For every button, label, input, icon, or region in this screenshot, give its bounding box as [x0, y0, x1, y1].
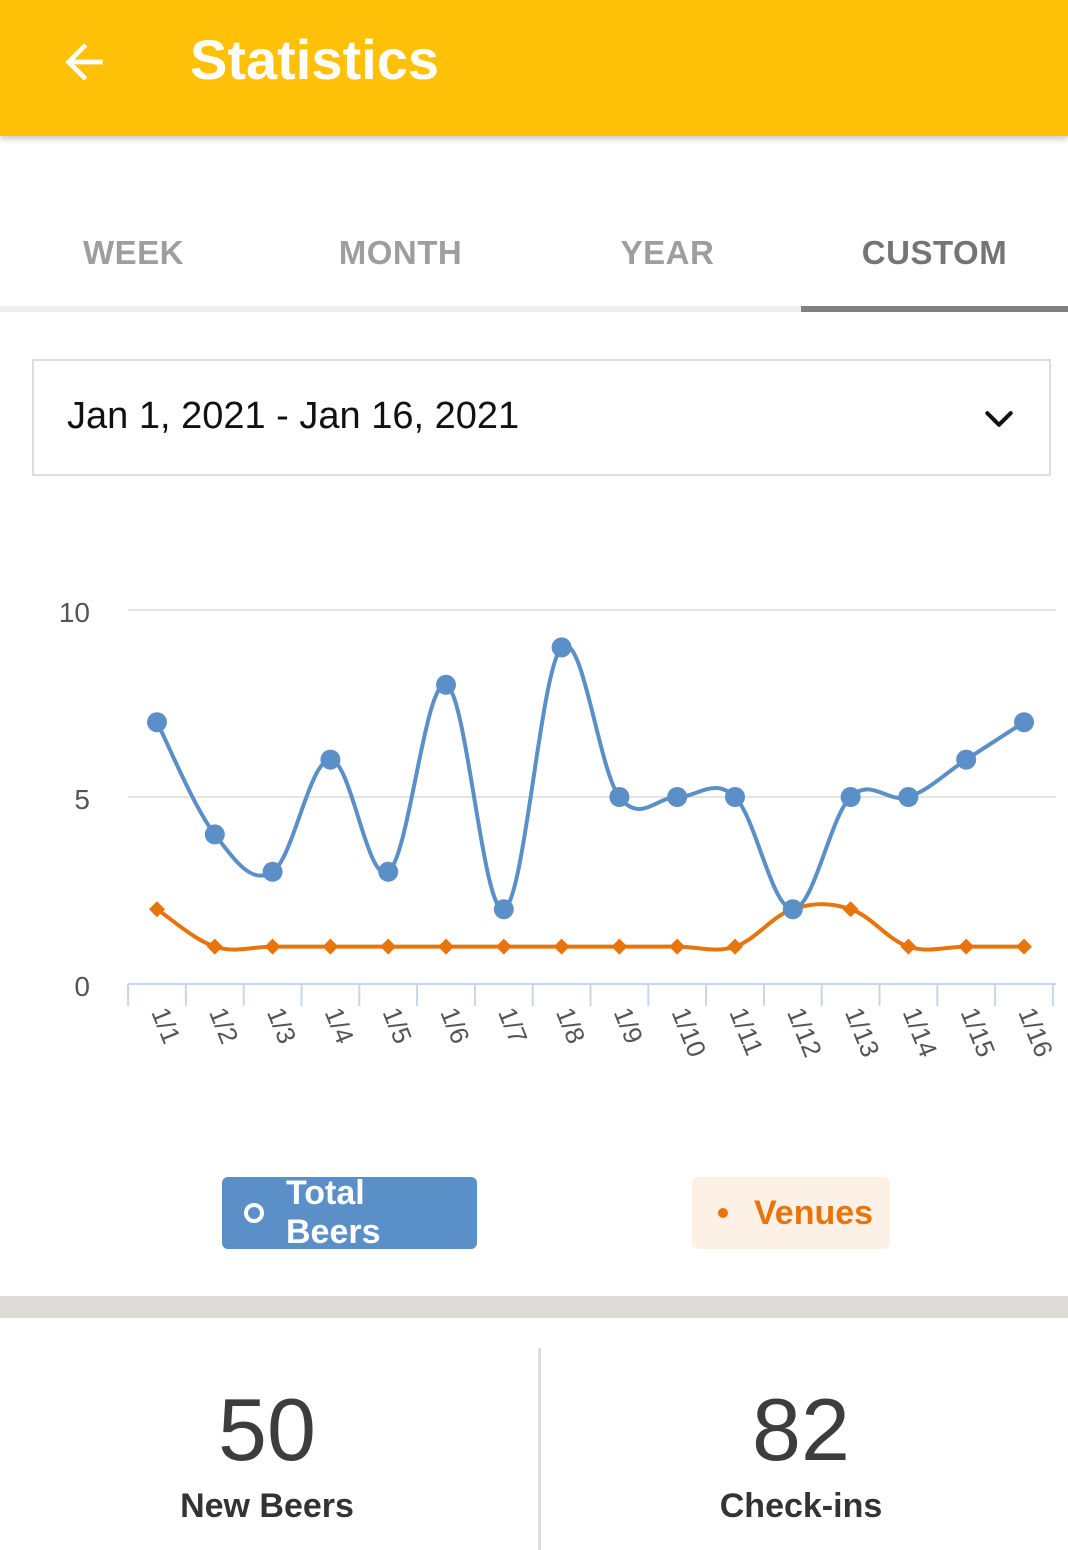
stat-value: 82 — [752, 1380, 850, 1479]
tab-month[interactable]: MONTH — [338, 234, 463, 271]
chevron-down-icon — [985, 411, 1013, 427]
y-tick-label: 5 — [74, 784, 90, 815]
x-tick-label: 1/10 — [666, 1003, 713, 1061]
data-point-venues — [149, 901, 165, 918]
series-line-venues — [155, 902, 1025, 952]
x-tick-label: 1/12 — [781, 1003, 828, 1061]
legend-dot-icon — [718, 1208, 728, 1218]
data-point-total-beers — [147, 712, 167, 733]
data-point-venues — [322, 938, 339, 955]
stat-value: 50 — [218, 1380, 316, 1479]
data-point-total-beers — [782, 899, 803, 920]
data-point-venues — [438, 938, 454, 955]
x-tick-label: 1/3 — [261, 1003, 302, 1048]
data-point-total-beers — [1014, 712, 1034, 733]
app-bar: Statistics — [0, 0, 1068, 136]
data-point-total-beers — [320, 749, 341, 770]
date-range-select[interactable]: Jan 1, 2021 - Jan 16, 2021 — [32, 359, 1051, 476]
data-point-total-beers — [262, 861, 283, 882]
data-point-venues — [1016, 938, 1032, 955]
data-point-total-beers — [667, 787, 688, 807]
data-point-venues — [958, 938, 975, 955]
data-point-total-beers — [725, 787, 745, 807]
tab-year[interactable]: YEAR — [620, 234, 715, 271]
page-title: Statistics — [190, 28, 439, 91]
data-point-total-beers — [493, 899, 514, 920]
stat-label: New Beers — [180, 1487, 354, 1525]
data-point-venues — [900, 938, 917, 955]
x-tick-label: 1/5 — [377, 1003, 418, 1048]
data-point-total-beers — [956, 749, 977, 770]
date-range-value: Jan 1, 2021 - Jan 16, 2021 — [67, 395, 520, 437]
x-tick-label: 1/15 — [955, 1003, 1002, 1061]
data-point-venues — [206, 938, 223, 955]
data-point-venues — [842, 901, 859, 918]
tab-week[interactable]: WEEK — [83, 234, 184, 271]
legend-total-beers[interactable]: Total Beers — [222, 1174, 477, 1251]
data-point-total-beers — [898, 787, 919, 807]
statistics-line-chart: 0 5 10 1/1 1/2 1/3 1/4 1/5 1/6 1/7 1/8 1/9 1/10 1/11 1… — [59, 597, 1059, 1061]
x-tick-label: 1/8 — [550, 1003, 591, 1048]
data-point-venues — [264, 938, 281, 955]
section-divider — [0, 1296, 1068, 1318]
data-point-total-beers — [840, 787, 861, 807]
x-tick-label: 1/13 — [839, 1003, 886, 1061]
data-point-venues — [669, 938, 686, 955]
data-point-venues — [611, 938, 628, 955]
data-point-total-beers — [436, 674, 456, 695]
arrow-left-icon — [65, 43, 103, 81]
x-tick-label: 1/14 — [897, 1003, 944, 1061]
data-point-total-beers — [204, 824, 225, 845]
tab-custom[interactable]: CUSTOM — [801, 200, 1068, 312]
data-point-venues — [380, 938, 397, 955]
stat-new-beers: 50 New Beers — [0, 1350, 534, 1550]
x-tick-label: 1/2 — [203, 1003, 244, 1048]
x-tick-label: 1/7 — [492, 1003, 533, 1048]
y-tick-label: 10 — [59, 597, 90, 628]
stat-label: Check-ins — [719, 1487, 883, 1525]
legend-label: Total Beers — [286, 1174, 381, 1251]
legend-venues[interactable]: Venues — [692, 1177, 890, 1249]
stat-checkins: 82 Check-ins — [534, 1350, 1068, 1550]
stat-divider — [538, 1348, 541, 1550]
data-point-total-beers — [378, 861, 399, 882]
x-tick-label: 1/6 — [434, 1003, 475, 1048]
y-tick-label: 0 — [74, 971, 90, 1002]
x-tick-label: 1/16 — [1012, 1003, 1059, 1061]
data-point-venues — [727, 938, 743, 955]
period-tabs: WEEK MONTH YEAR CUSTOM — [0, 200, 1068, 312]
data-point-total-beers — [551, 637, 572, 658]
x-tick-label: 1/4 — [319, 1003, 360, 1048]
x-tick-label: 1/9 — [608, 1003, 649, 1048]
legend-label: Venues — [754, 1193, 874, 1232]
data-point-venues — [495, 938, 512, 955]
data-point-venues — [553, 938, 570, 955]
legend-circle-icon — [244, 1203, 264, 1223]
data-point-total-beers — [609, 787, 630, 807]
series-line-total-beers — [155, 643, 1026, 912]
x-tick-label: 1/1 — [145, 1003, 186, 1048]
back-button[interactable] — [44, 22, 124, 102]
x-tick-label: 1/11 — [723, 1003, 769, 1059]
